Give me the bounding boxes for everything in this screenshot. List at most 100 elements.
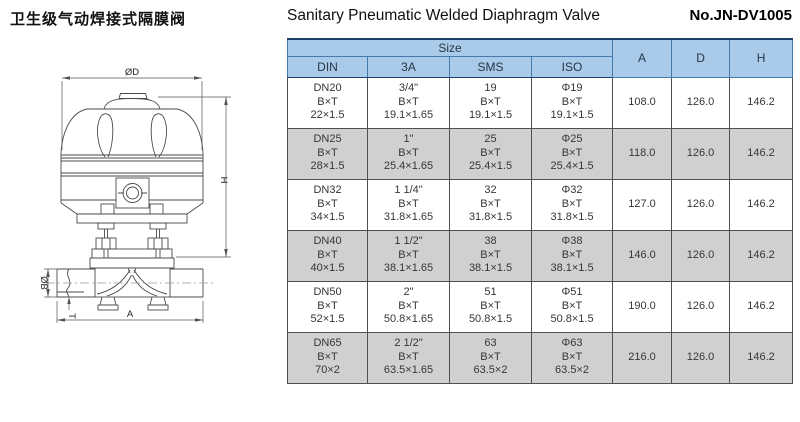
size-cell-din: DN40 B×T 40×1.5: [287, 229, 368, 282]
cell-line: B×T: [480, 299, 501, 312]
size-cell-sms: 19 B×T 19.1×1.5: [449, 76, 532, 129]
size-cell-sms: 38 B×T 38.1×1.5: [449, 229, 532, 282]
size-cell-iso: Φ19 B×T 19.1×1.5: [530, 76, 614, 129]
cell-line: B×T: [480, 146, 501, 159]
cell-line: 25.4×1.5: [468, 160, 513, 173]
cell-line: 25.4×1.65: [383, 160, 434, 173]
dim-cell-h: 146.2: [729, 280, 794, 333]
cell-line: B×T: [561, 299, 583, 312]
cell-line: 1": [403, 133, 414, 146]
cell-line: 25.4×1.5: [550, 160, 594, 173]
dim-cell-a: 190.0: [612, 280, 673, 333]
dim-cell-a: 118.0: [612, 127, 673, 180]
standards-header-row: DIN 3A SMS ISO: [287, 55, 793, 78]
cell-line: 51: [484, 286, 497, 299]
spec-row: DN50 B×T 52×1.5 2" B×T 50.8×1.65 51 B×T 50.8×1.5…: [287, 280, 794, 333]
dim-label-pipe-diameter: ØB: [38, 276, 49, 290]
cell-line: 3/4": [398, 82, 419, 95]
cell-line: Φ51: [561, 286, 583, 299]
cell-line: 34×1.5: [310, 211, 345, 224]
cell-line: 19.1×1.5: [550, 109, 594, 122]
cell-line: 25: [484, 133, 497, 146]
cell-line: 22×1.5: [310, 109, 345, 122]
size-cell-din: DN20 B×T 22×1.5: [287, 76, 368, 129]
cell-line: 19: [484, 82, 497, 95]
size-cell-sms: 32 B×T 31.8×1.5: [449, 178, 532, 231]
size-cell-iso: Φ63 B×T 63.5×2: [530, 331, 614, 384]
cell-line: 19.1×1.5: [468, 109, 513, 122]
size-cell-sms: 51 B×T 50.8×1.5: [449, 280, 532, 333]
col-header-a: A: [612, 38, 673, 78]
col-header-3a: 3A: [367, 55, 450, 78]
dim-label-face-to-face: A: [127, 309, 134, 320]
cell-line: 38.1×1.5: [468, 262, 513, 275]
dim-label-height: H: [218, 177, 229, 184]
cell-line: DN32: [313, 184, 342, 197]
cell-line: 31.8×1.5: [550, 211, 594, 224]
cell-line: B×T: [480, 95, 501, 108]
product-title-zh: 卫生级气动焊接式隔膜阀: [10, 11, 187, 28]
title-row: Sanitary Pneumatic Welded Diaphragm Valv…: [287, 7, 792, 25]
cell-line: 38.1×1.5: [550, 262, 594, 275]
dim-cell-a: 146.0: [612, 229, 673, 282]
size-cell-3a: 2 1/2" B×T 63.5×1.65: [367, 331, 450, 384]
size-cell-sms: 25 B×T 25.4×1.5: [449, 127, 532, 180]
dim-cell-h: 146.2: [729, 127, 794, 180]
cell-line: B×T: [561, 350, 583, 363]
dim-cell-d: 126.0: [671, 178, 731, 231]
cell-line: B×T: [317, 197, 338, 210]
col-header-sms: SMS: [449, 55, 532, 78]
cell-line: B×T: [317, 299, 338, 312]
dim-cell-a: 216.0: [612, 331, 673, 384]
cell-line: DN20: [313, 82, 342, 95]
size-group-row: Size A D H: [286, 38, 794, 78]
cell-line: 28×1.5: [310, 160, 345, 173]
spec-row: DN25 B×T 28×1.5 1" B×T 25.4×1.65 25 B×T 25.4×1.5…: [287, 127, 794, 180]
cell-line: Φ32: [561, 184, 583, 197]
spec-table-body: DN20 B×T 22×1.5 3/4" B×T 19.1×1.65 19 B×T 19.1×1…: [287, 76, 794, 384]
cell-line: DN65: [313, 337, 342, 350]
cell-line: B×T: [480, 197, 501, 210]
cell-line: 50.8×1.5: [468, 313, 513, 326]
cell-line: DN40: [313, 235, 342, 248]
dim-cell-h: 146.2: [729, 76, 794, 129]
col-header-iso: ISO: [530, 55, 614, 78]
cell-line: 2": [403, 286, 414, 299]
cell-line: B×T: [561, 248, 583, 261]
size-cell-din: DN50 B×T 52×1.5: [287, 280, 368, 333]
spec-row: DN65 B×T 70×2 2 1/2" B×T 63.5×1.65 63 B×T 63.5×2…: [287, 331, 794, 384]
cell-line: DN25: [313, 133, 342, 146]
spec-table: Size A D H DIN 3A SMS ISO DN20 B×T 22×1.5 3…: [286, 38, 794, 384]
size-cell-3a: 1 1/2" B×T 38.1×1.65: [367, 229, 450, 282]
cell-line: B×T: [398, 95, 419, 108]
dim-cell-a: 127.0: [612, 178, 673, 231]
cell-line: 31.8×1.65: [383, 211, 434, 224]
cell-line: 38.1×1.65: [383, 262, 434, 275]
cell-line: 31.8×1.5: [468, 211, 513, 224]
cell-line: Φ25: [561, 133, 583, 146]
cell-line: B×T: [398, 146, 419, 159]
col-header-d: D: [671, 38, 731, 78]
size-cell-3a: 3/4" B×T 19.1×1.65: [367, 76, 450, 129]
cell-line: 1 1/4": [394, 184, 423, 197]
cell-line: B×T: [398, 248, 419, 261]
cell-line: 38: [484, 235, 497, 248]
cell-line: B×T: [398, 197, 419, 210]
cell-line: 2 1/2": [394, 337, 423, 350]
cell-line: 1 1/2": [394, 235, 423, 248]
cell-line: 50.8×1.5: [550, 313, 594, 326]
cell-line: B×T: [398, 350, 419, 363]
cell-line: B×T: [480, 350, 501, 363]
cell-line: 32: [484, 184, 497, 197]
size-cell-iso: Φ38 B×T 38.1×1.5: [530, 229, 614, 282]
cell-line: B×T: [317, 146, 338, 159]
cell-line: 70×2: [315, 364, 340, 377]
cell-line: 50.8×1.65: [383, 313, 434, 326]
spec-row: DN20 B×T 22×1.5 3/4" B×T 19.1×1.65 19 B×T 19.1×1…: [287, 76, 794, 129]
cell-line: B×T: [317, 248, 338, 261]
dim-cell-h: 146.2: [729, 178, 794, 231]
size-cell-din: DN25 B×T 28×1.5: [287, 127, 368, 180]
size-cell-din: DN65 B×T 70×2: [287, 331, 368, 384]
size-cell-iso: Φ51 B×T 50.8×1.5: [530, 280, 614, 333]
dim-label-wall-thickness: T: [66, 313, 77, 319]
